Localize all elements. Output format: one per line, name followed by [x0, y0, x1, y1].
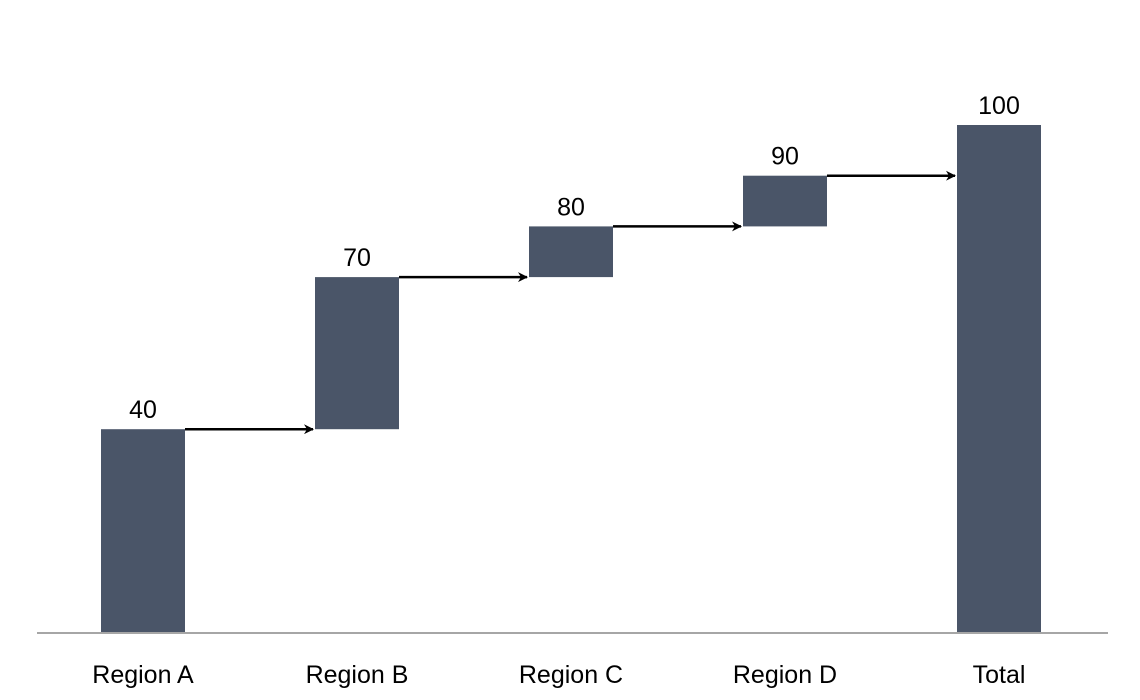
data-label-region-a: 40 [129, 396, 157, 424]
data-label-region-d: 90 [771, 143, 799, 171]
category-label-region-a: Region A [92, 661, 194, 689]
category-label-total: Total [973, 661, 1026, 689]
category-label-region-b: Region B [306, 661, 409, 689]
data-label-region-b: 70 [343, 244, 371, 272]
data-labels-layer: 40 70 80 90 100 [129, 92, 1020, 424]
data-label-total: 100 [978, 92, 1020, 120]
bars-layer [101, 125, 1041, 632]
connectors-layer [185, 170, 956, 435]
category-labels-layer: Region A Region B Region C Region D Total [92, 661, 1025, 689]
category-label-region-d: Region D [733, 661, 837, 689]
bar-total [957, 125, 1041, 632]
category-label-region-c: Region C [519, 661, 623, 689]
bar-region-a [101, 429, 185, 632]
bar-region-b [315, 277, 399, 430]
bar-region-d [743, 175, 827, 227]
data-label-region-c: 80 [557, 193, 585, 221]
bar-region-c [529, 226, 613, 278]
